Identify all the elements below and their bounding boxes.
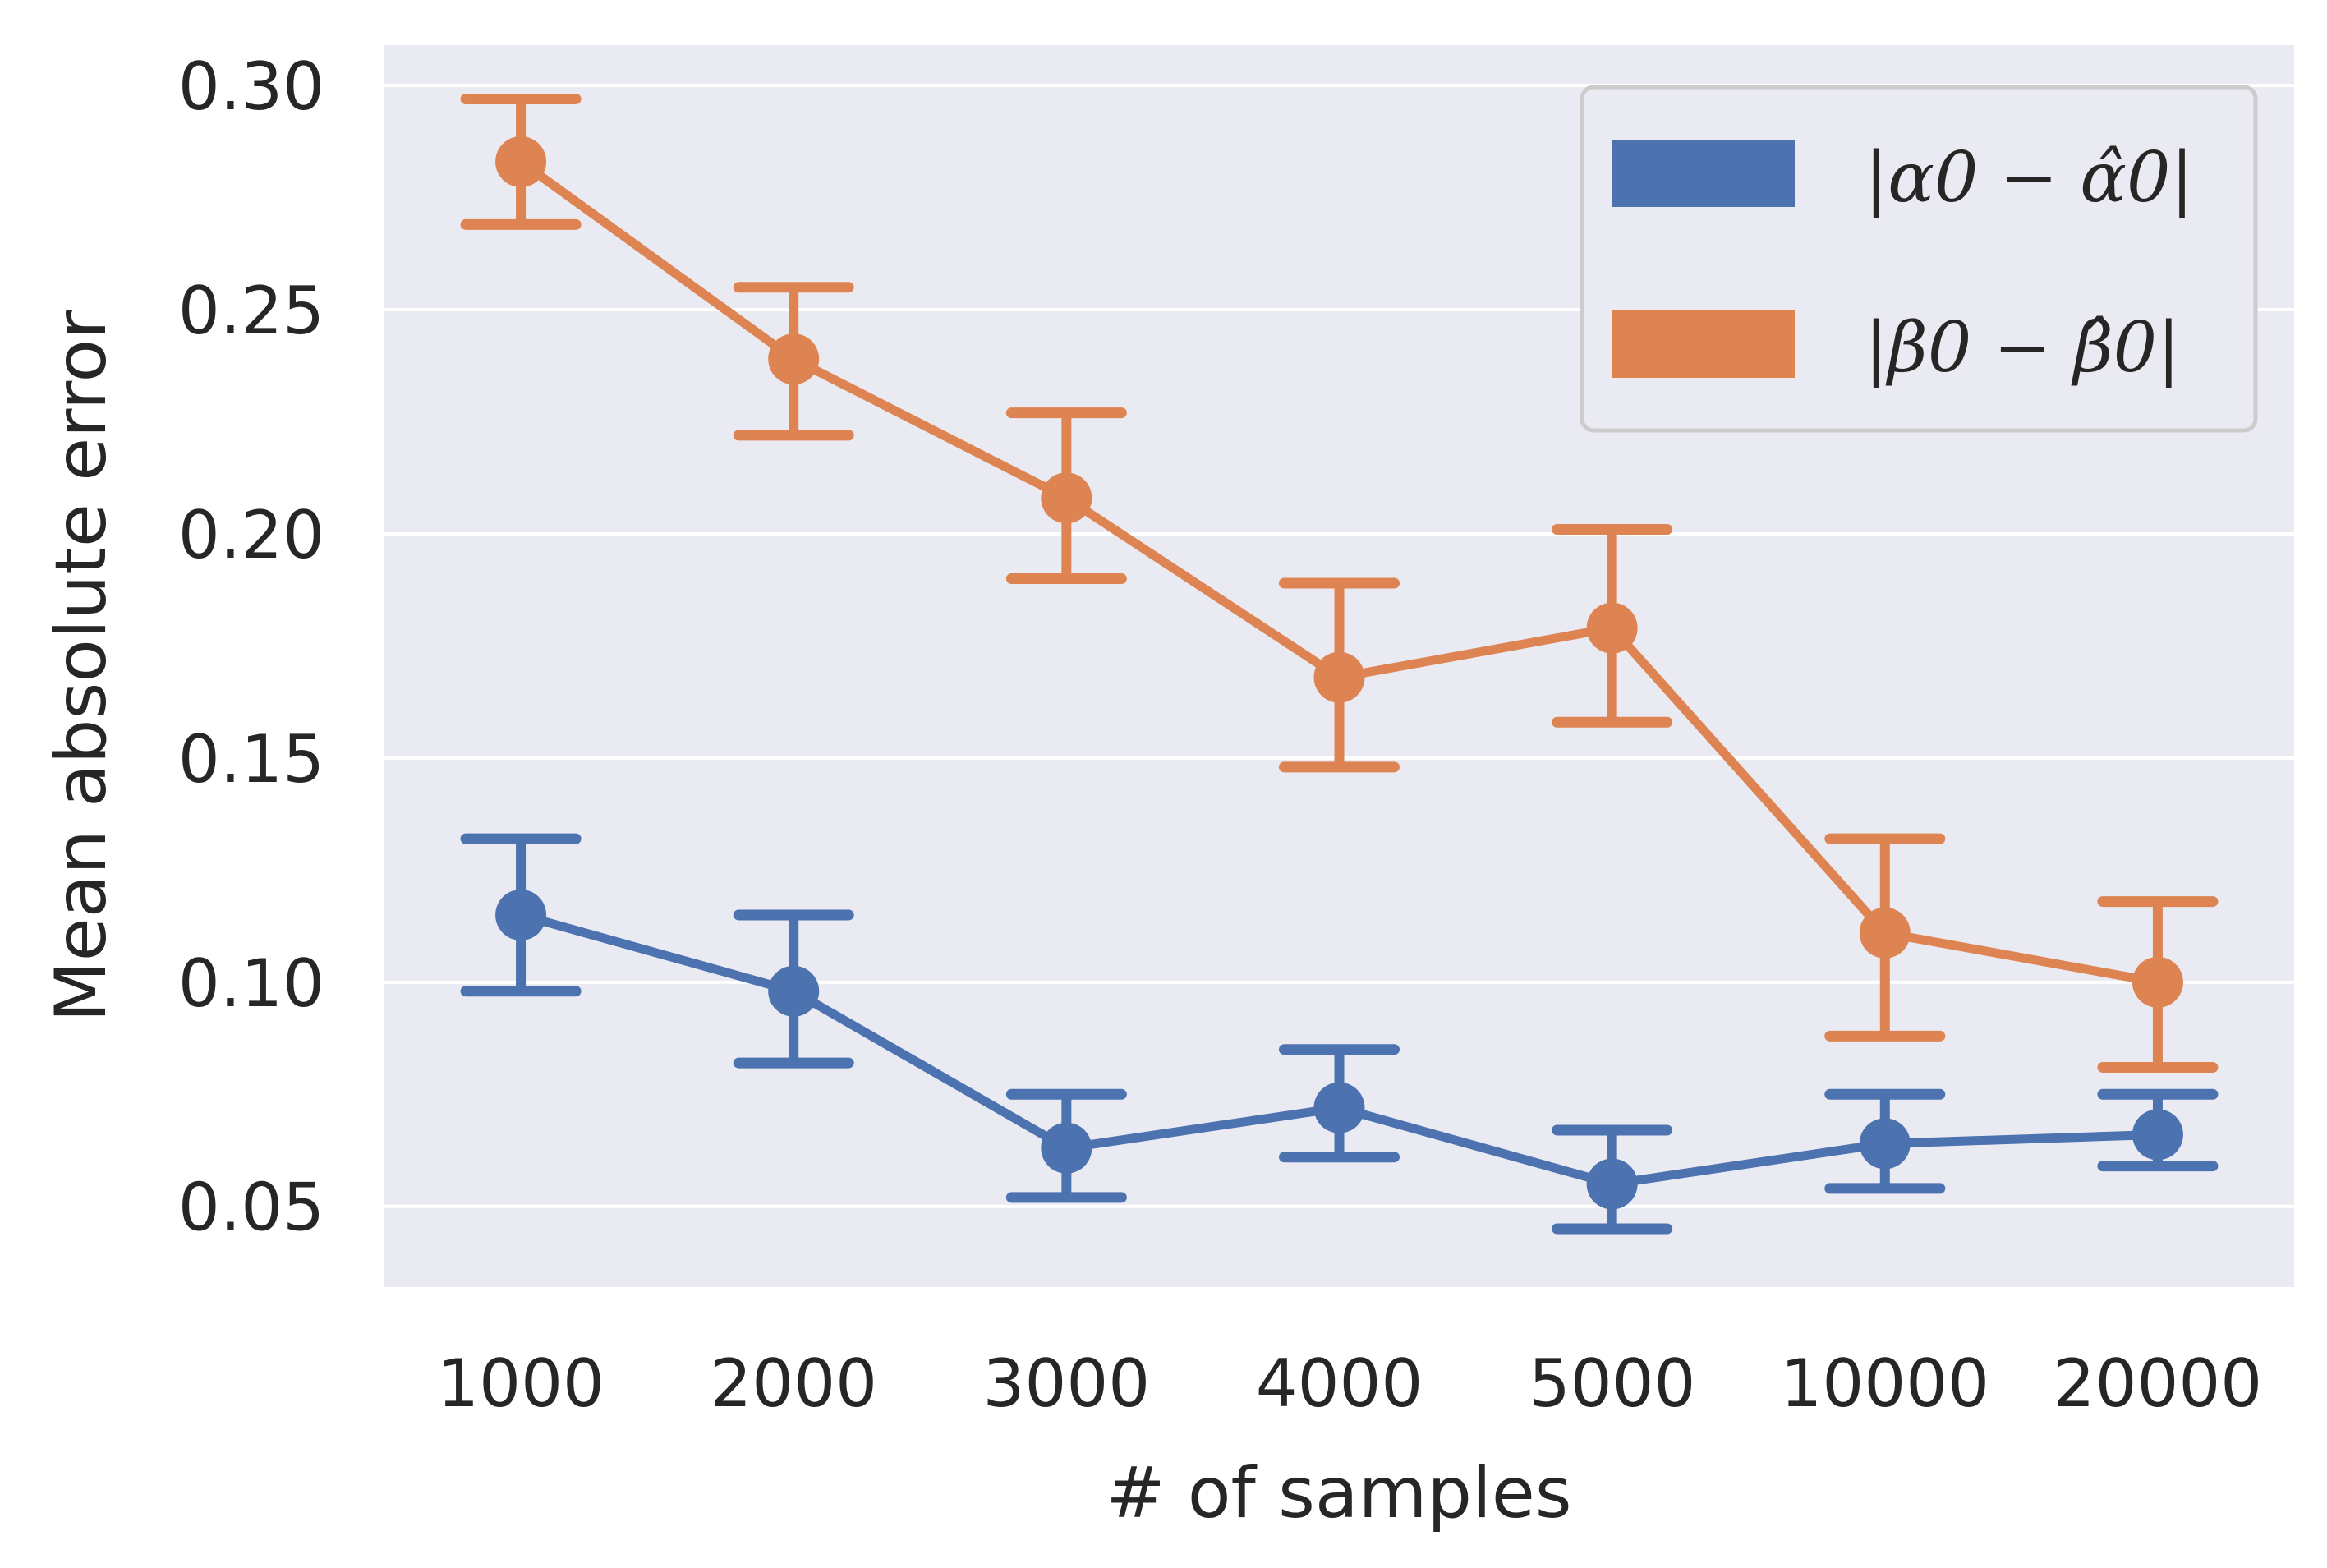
legend-swatch-beta bbox=[1612, 310, 1795, 378]
legend-swatch-alpha bbox=[1612, 140, 1795, 207]
y-tick-label: 0.20 bbox=[178, 497, 324, 573]
legend-label-alpha: |α0 − α̂0| bbox=[1865, 137, 2194, 218]
data-point bbox=[495, 889, 547, 940]
y-axis-ticks: 0.05 0.10 0.15 0.20 0.25 0.30 bbox=[178, 48, 324, 1246]
x-axis-label: # of samples bbox=[1106, 1452, 1571, 1534]
x-tick-label: 2000 bbox=[710, 1345, 877, 1422]
y-tick-label: 0.25 bbox=[178, 273, 324, 349]
data-point bbox=[1041, 1122, 1092, 1174]
y-tick-label: 0.15 bbox=[178, 721, 324, 798]
data-point bbox=[1859, 1118, 1911, 1170]
data-point bbox=[1313, 1082, 1365, 1133]
legend: |α0 − α̂0| |β0 − β̂0| bbox=[1580, 85, 2258, 433]
data-point bbox=[1859, 907, 1911, 959]
y-tick-label: 0.05 bbox=[178, 1170, 324, 1246]
x-tick-label: 5000 bbox=[1529, 1345, 1696, 1422]
data-point bbox=[1041, 472, 1092, 524]
series-group bbox=[460, 94, 2219, 1235]
data-point bbox=[495, 136, 547, 187]
data-point bbox=[2132, 956, 2183, 1008]
x-tick-label: 3000 bbox=[983, 1345, 1151, 1422]
x-tick-label: 4000 bbox=[1256, 1345, 1423, 1422]
data-point bbox=[768, 333, 820, 385]
x-tick-label: 10000 bbox=[1781, 1345, 1990, 1422]
data-point bbox=[2132, 1109, 2183, 1161]
y-tick-label: 0.10 bbox=[178, 945, 324, 1022]
y-tick-label: 0.30 bbox=[178, 48, 324, 125]
data-point bbox=[768, 965, 820, 1017]
series-1 bbox=[460, 94, 2219, 1074]
series-0 bbox=[460, 833, 2219, 1235]
x-axis-ticks: 1000 2000 3000 4000 5000 10000 20000 bbox=[437, 1345, 2262, 1422]
data-point bbox=[1313, 651, 1365, 703]
data-point bbox=[1586, 1158, 1638, 1210]
legend-label-beta: |β0 − β̂0| bbox=[1865, 307, 2180, 388]
y-axis-label: Mean absolute error bbox=[40, 310, 122, 1023]
x-tick-label: 20000 bbox=[2053, 1345, 2263, 1422]
x-tick-label: 1000 bbox=[437, 1345, 605, 1422]
data-point bbox=[1586, 602, 1638, 654]
